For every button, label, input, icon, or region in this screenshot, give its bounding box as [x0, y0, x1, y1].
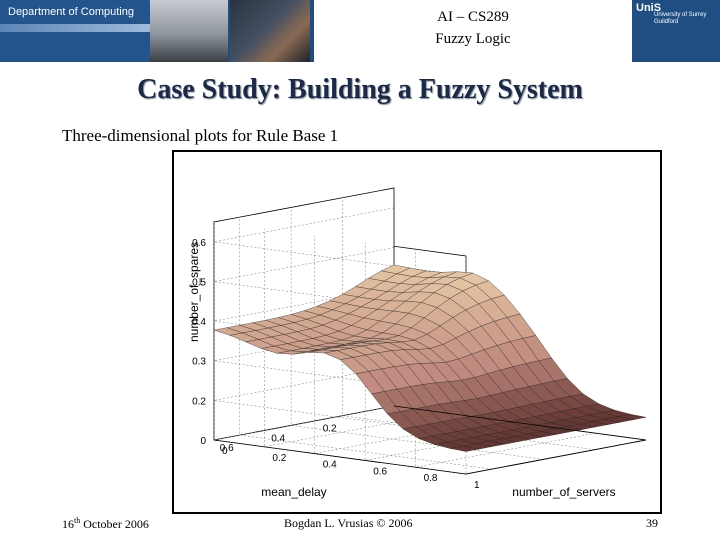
footer-date: 16th October 2006	[62, 516, 149, 532]
grid-line-x-2	[239, 217, 492, 470]
y-tick-label-5: 1	[474, 480, 480, 491]
y-tick-label-2: 0.4	[323, 460, 337, 471]
grid-line-z-5	[213, 207, 467, 277]
surface-patch-13-0	[213, 327, 243, 336]
z-tick-label-2: 0.3	[192, 357, 206, 368]
y-tick-label-4: 0.8	[424, 473, 438, 484]
x-tick-label-0: 0.2	[323, 424, 337, 435]
students-photo-image	[230, 0, 310, 62]
z-axis-label: number_of_spares	[187, 242, 201, 342]
lab-photo-image	[150, 0, 228, 62]
footer-date-day: 16	[62, 517, 74, 531]
y-tick-label-1: 0.2	[272, 453, 286, 464]
course-subject: Fuzzy Logic	[435, 31, 511, 47]
y-tick-label-3: 0.6	[373, 466, 387, 477]
department-bar: Department of Computing	[0, 0, 150, 62]
logo-line-2: Guildford	[654, 19, 679, 25]
logo-line-1: University of Surrey	[654, 12, 707, 18]
z-tick-label-1: 0.2	[192, 396, 206, 407]
grid-line-y-0	[213, 222, 395, 441]
university-logo: UniS University of Surrey Guildford	[632, 0, 720, 62]
footer-date-rest: October 2006	[80, 517, 149, 531]
course-title-box: AI – CS289 Fuzzy Logic	[312, 0, 632, 62]
z-tick-label-3: 0.4	[192, 317, 206, 328]
department-title: Department of Computing	[8, 6, 134, 18]
z-tick-label-5: 0.6	[192, 238, 206, 249]
logo-mark: UniS	[636, 2, 662, 14]
y-axis-label: number_of_servers	[512, 485, 615, 499]
footer-date-suffix: th	[74, 516, 81, 525]
surface-plot: 00.20.30.40.50.60.20.40.600.20.40.60.81n…	[187, 187, 647, 499]
slide-subtitle: Three-dimensional plots for Rule Base 1	[62, 126, 339, 145]
logo-text: University of Surrey Guildford	[654, 12, 706, 26]
x-tick-label-1: 0.4	[271, 433, 285, 444]
slide-title: Case Study: Building a Fuzzy System	[137, 74, 583, 105]
grid-line-y-1	[264, 228, 445, 448]
z-tick-label-4: 0.5	[192, 278, 206, 289]
surface-plot-frame: 0 0.2 0.3 0.4 0.5 0.6 0.2 0.4 0.6 0 0.2 0.4 0.6 0.8 1 n…	[172, 150, 662, 514]
z-tick-label-0: 0	[200, 436, 206, 447]
course-code: AI – CS289	[437, 9, 509, 25]
plot-front-edge	[393, 405, 647, 475]
footer-page-number: 39	[646, 516, 658, 530]
footer-author: Bogdan L. Vrusias © 2006	[284, 516, 413, 530]
grid-line-z-1	[213, 366, 467, 435]
x-axis-label: mean_delay	[261, 485, 326, 499]
department-underline	[0, 24, 150, 32]
x-tick-label-2: 0.6	[220, 443, 234, 454]
y-tick-label-0: 0	[222, 446, 228, 457]
header-banner: Department of Computing AI – CS289 Fuzzy…	[0, 0, 720, 62]
